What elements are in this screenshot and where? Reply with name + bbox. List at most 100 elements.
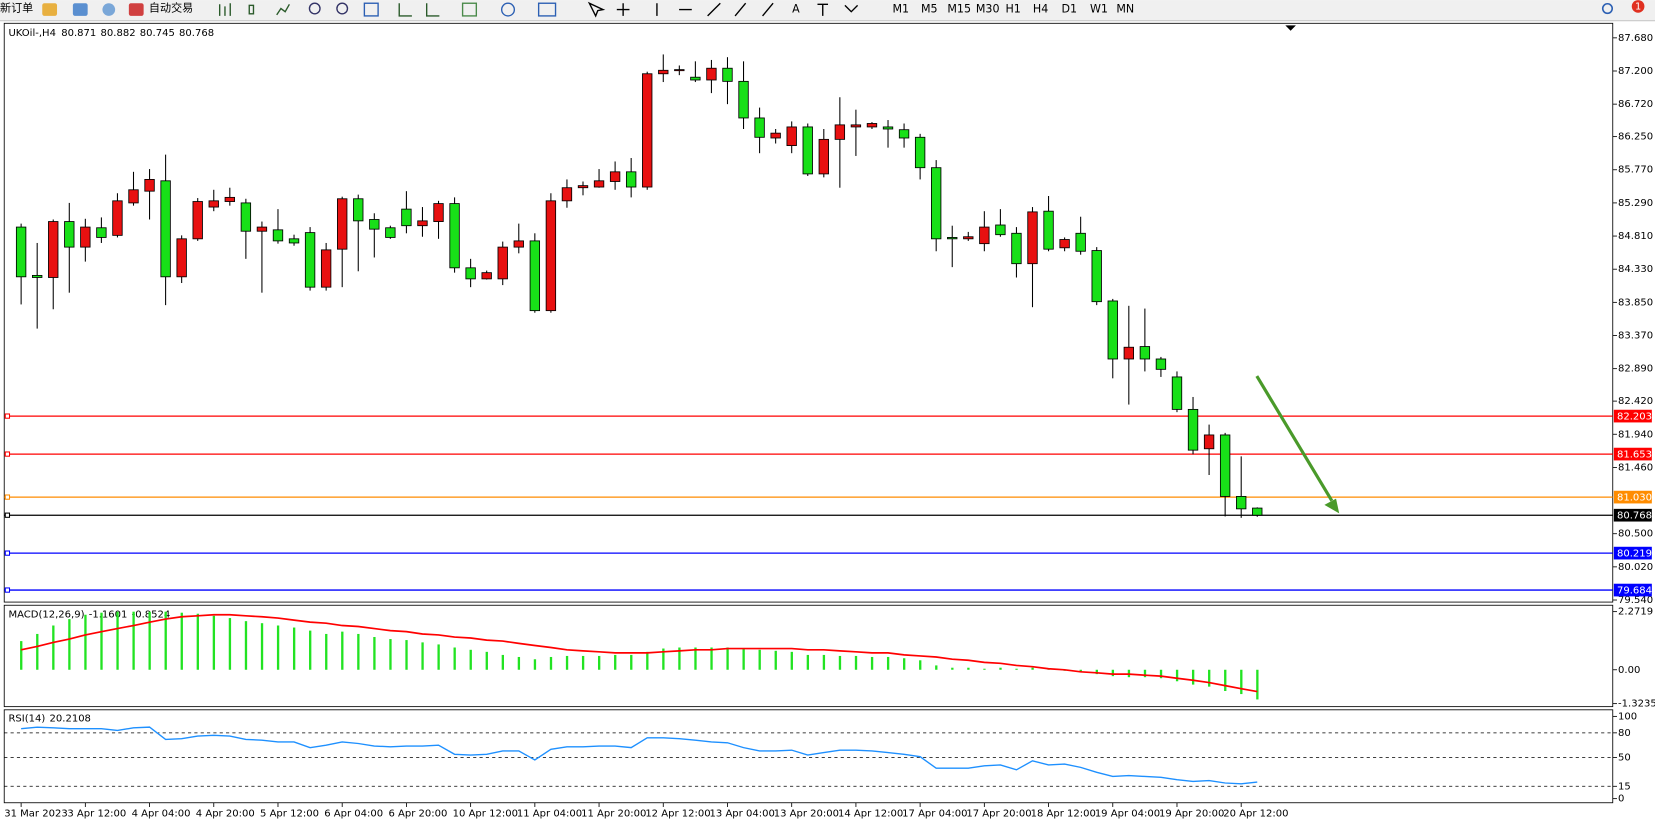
candle-body <box>770 132 781 139</box>
y-tick-label: 82.890 <box>1618 364 1653 375</box>
level-label-bg <box>1613 447 1652 461</box>
macd-bar <box>453 647 456 670</box>
y-tick-label: 100 <box>1618 711 1637 722</box>
level-label: 79.684 <box>1617 586 1652 597</box>
notification-count[interactable]: 1 <box>1635 1 1641 12</box>
candle-body <box>1219 434 1231 497</box>
plot-layer: 87.680 87.200 86.720 86.250 85.770 85.290 84.8… <box>4 33 1655 819</box>
x-tick-label: 31 Mar 2023 <box>4 808 68 819</box>
timeframe-button[interactable]: M5 <box>921 3 938 16</box>
icon[interactable] <box>102 3 116 16</box>
candle-body <box>995 224 1006 236</box>
icon[interactable] <box>537 2 557 17</box>
candle-body <box>1203 434 1215 450</box>
candle-body <box>738 80 749 119</box>
icon[interactable] <box>276 3 290 16</box>
macd-bar <box>886 656 890 670</box>
icon[interactable] <box>248 4 255 15</box>
y-tick-label: 85.770 <box>1618 165 1653 176</box>
arrow-shaft <box>1255 375 1334 502</box>
candle-body <box>192 201 203 240</box>
timeframe-button[interactable]: H1 <box>1005 3 1020 16</box>
icon[interactable] <box>42 3 58 16</box>
level-handle <box>4 451 11 457</box>
macd-bar <box>1208 669 1211 687</box>
zoom-in[interactable] <box>308 2 321 15</box>
level-handle <box>4 494 11 500</box>
notification-badge[interactable] <box>1631 0 1645 13</box>
fibo-tool[interactable] <box>734 2 747 17</box>
macd-bar <box>951 667 954 670</box>
timeframe-button[interactable]: MN <box>1116 3 1134 16</box>
ohlc-high: 80.882 <box>101 28 136 39</box>
y-tick-label: 83.370 <box>1618 331 1653 342</box>
candle-body <box>690 76 701 81</box>
macd-bar <box>180 612 183 670</box>
candle-body <box>144 179 155 192</box>
x-tick-label: 18 Apr 12:00 <box>1031 808 1096 819</box>
x-tick-label: 4 Apr 20:00 <box>196 808 255 819</box>
macd-bar <box>52 625 55 670</box>
timeframe-button[interactable]: M15 <box>947 3 971 16</box>
candle-body <box>882 126 894 130</box>
fibo-tool[interactable] <box>762 2 774 17</box>
macd-bar <box>726 647 729 670</box>
candle-body <box>320 249 332 288</box>
timeframe-button[interactable]: M30 <box>976 3 1000 16</box>
macd-bar <box>870 656 874 670</box>
macd-bar <box>1015 668 1018 670</box>
new-order-button[interactable]: 新订单 <box>0 1 33 15</box>
icon[interactable] <box>363 2 379 17</box>
chart-tools <box>218 1 859 18</box>
macd-bar <box>501 654 504 670</box>
candle-body <box>15 226 27 278</box>
y-tick-label: 79.540 <box>1618 595 1653 606</box>
macd-bar <box>132 611 135 670</box>
auto-trading-button[interactable]: 自动交易 <box>149 1 193 15</box>
icon[interactable] <box>461 2 478 17</box>
candle-body <box>369 219 380 230</box>
macd-bar <box>694 647 697 670</box>
candle-body <box>465 267 476 280</box>
macd-bar <box>164 611 167 670</box>
x-tick-label: 17 Apr 20:00 <box>966 808 1031 819</box>
auto-trading-icon[interactable] <box>128 3 144 16</box>
candle-body <box>1155 358 1167 370</box>
timeframe-button[interactable]: M1 <box>892 3 909 16</box>
label-tool[interactable] <box>817 3 829 16</box>
search-icon[interactable] <box>1601 2 1614 15</box>
indicator-name: RSI(14) <box>8 713 45 724</box>
candle-body <box>1123 346 1134 360</box>
timeframe-button[interactable]: D1 <box>1061 3 1077 16</box>
trendline-tool[interactable] <box>707 2 721 17</box>
icon[interactable] <box>398 3 412 17</box>
arrow-tool[interactable] <box>844 4 859 13</box>
candle-body <box>1236 495 1247 510</box>
candle-body <box>754 117 765 138</box>
candle-body <box>304 232 316 288</box>
rsi-title: RSI(14) 20.2108 <box>8 713 90 724</box>
x-tick-label: 14 Apr 12:00 <box>838 808 903 819</box>
x-tick-label: 3 Apr 12:00 <box>67 808 126 819</box>
text-tool[interactable]: A <box>792 3 800 16</box>
candle-body <box>818 138 829 175</box>
icon[interactable] <box>72 3 88 16</box>
zoom-out[interactable] <box>336 2 349 15</box>
candle-body <box>658 69 669 75</box>
crosshair-tool[interactable] <box>616 3 630 16</box>
x-tick-label: 13 Apr 04:00 <box>710 808 775 819</box>
y-tick-label: 80 <box>1618 728 1631 739</box>
icon[interactable] <box>218 3 231 16</box>
macd-bar <box>854 655 858 670</box>
candle-body <box>481 272 492 280</box>
macd-bar <box>565 655 569 670</box>
timeframe-button[interactable]: H4 <box>1033 3 1048 16</box>
icon[interactable] <box>500 2 516 17</box>
cursor-tool[interactable] <box>587 1 606 18</box>
timeframe-button[interactable]: W1 <box>1090 3 1108 16</box>
candle-body <box>48 221 59 278</box>
level-label-bg <box>1613 490 1652 504</box>
x-tick-label: 19 Apr 04:00 <box>1095 808 1160 819</box>
chart-title: UKOil-,H4 80.871 80.882 80.745 80.768 <box>8 28 214 39</box>
icon[interactable] <box>426 3 440 17</box>
